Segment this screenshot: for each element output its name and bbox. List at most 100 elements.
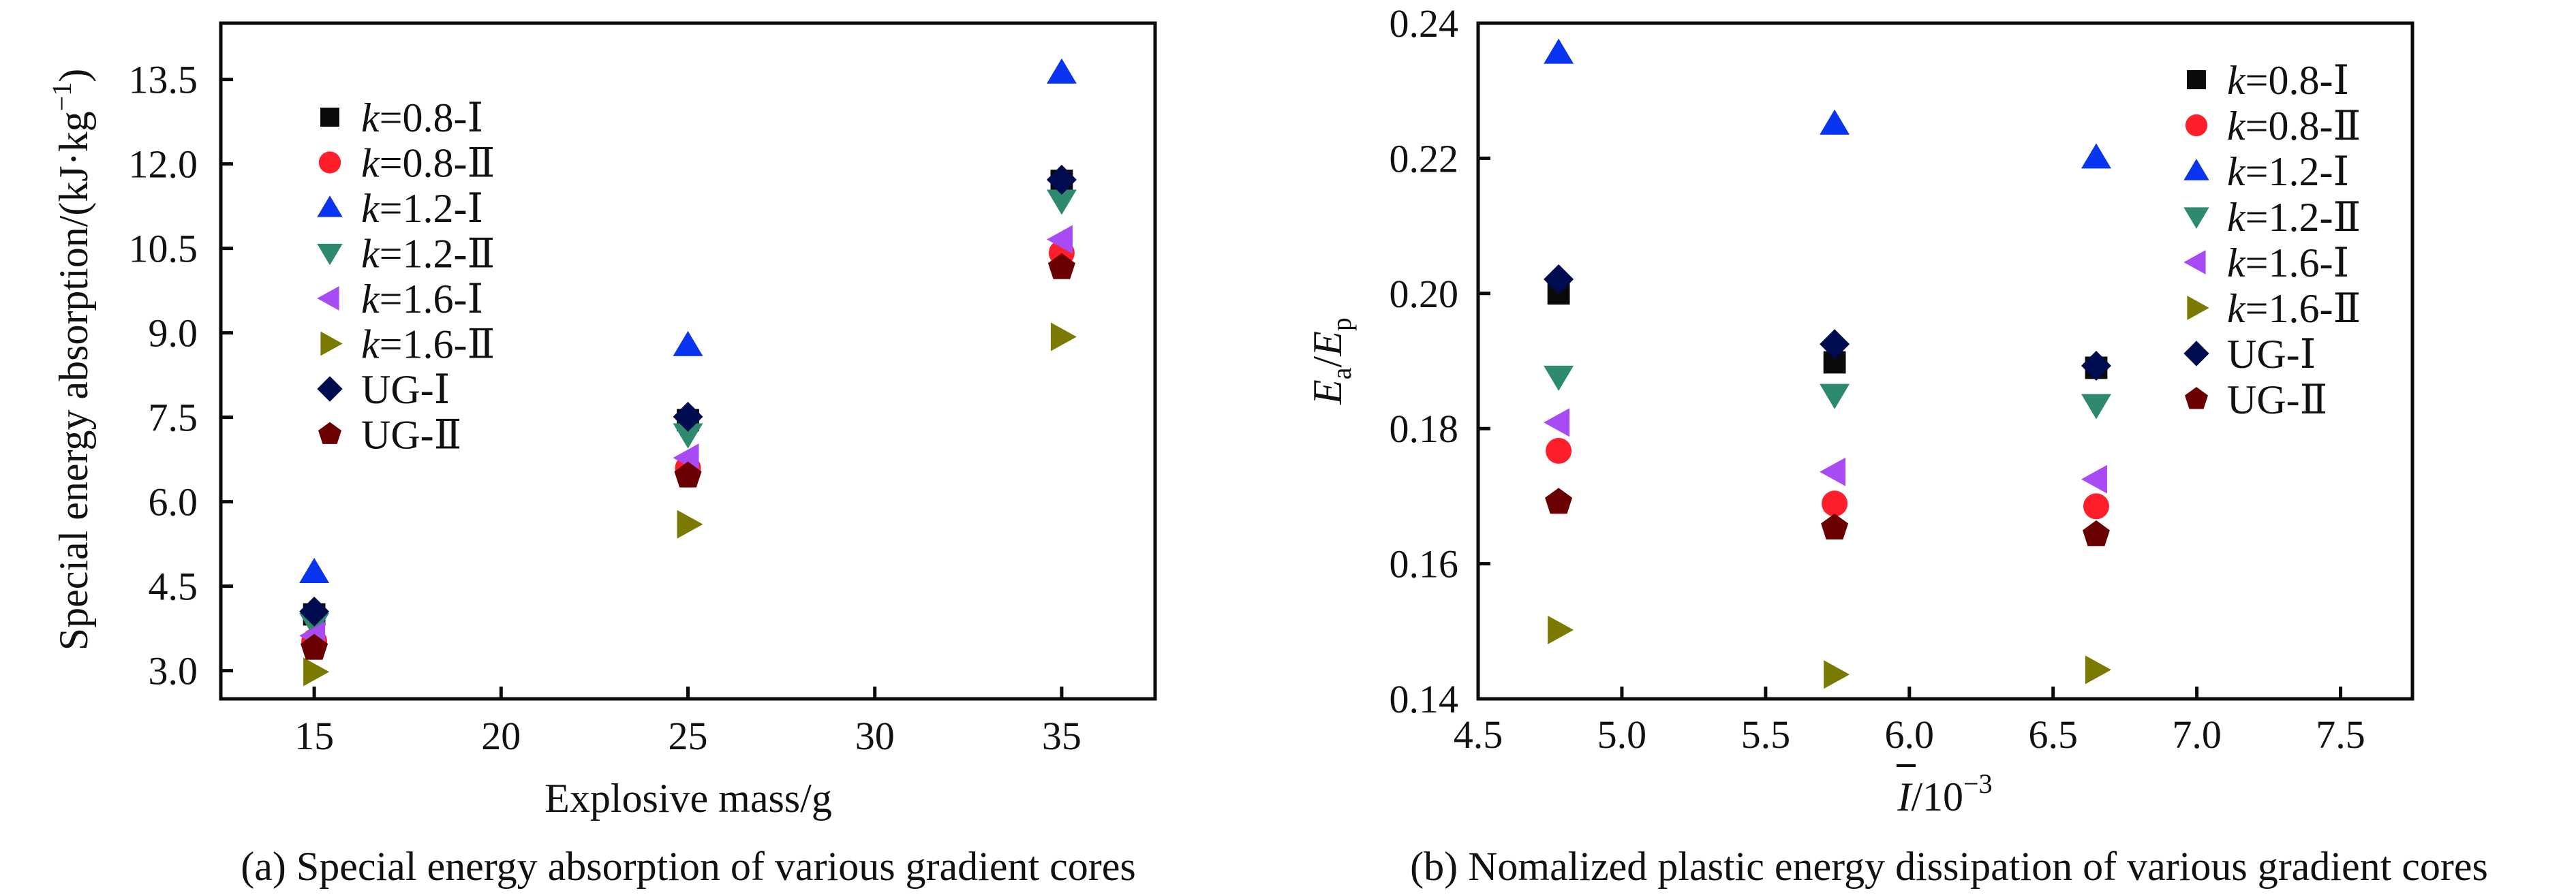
a-legend-item: UG-Ⅰ — [317, 367, 450, 412]
a-point-diamond — [1046, 164, 1077, 195]
b-ytick-label: 0.20 — [1390, 272, 1459, 316]
b-xtick-label: 4.5 — [1454, 712, 1503, 757]
b-legend-label: UG-Ⅰ — [2227, 332, 2316, 377]
b-axis-ticks: 0.14 0.16 0.18 0.20 0.22 0.24 4.5 5.0 5.5 6.0 6.5 7… — [1390, 1, 2365, 757]
legend-k-symbol: k — [2227, 149, 2246, 194]
a-legend: k=0.8-Ⅰk=0.8-Ⅱk=1.2-Ⅰk=1.2-Ⅱk=1.6-Ⅰk=1.6… — [317, 95, 495, 458]
a-point-triangle-up — [673, 330, 703, 356]
a-point-triangle-right — [1050, 322, 1077, 351]
legend-series-name: UG-Ⅱ — [361, 413, 461, 458]
legend-k-symbol: k — [361, 277, 380, 321]
a-legend-label: k=0.8-Ⅰ — [361, 95, 483, 140]
b-legend-label: k=1.6-Ⅱ — [2227, 286, 2361, 331]
b-xlabel-I: I — [1897, 774, 1913, 819]
a-legend-label: k=0.8-Ⅱ — [361, 141, 495, 186]
b-point-triangle-left — [1820, 457, 1846, 486]
legend-k-symbol: k — [361, 322, 380, 367]
a-ytick-label: 12.0 — [129, 142, 198, 187]
b-ytick-label: 0.24 — [1390, 1, 1459, 46]
svg-text:I/10−3: I/10−3 — [1897, 768, 1992, 819]
b-legend-marker-triangle-down — [2183, 207, 2209, 229]
b-point-diamond — [1820, 329, 1850, 360]
legend-series-name: =1.2-Ⅰ — [380, 186, 484, 231]
b-point-triangle-up — [2081, 143, 2111, 169]
legend-k-symbol: k — [2227, 104, 2246, 148]
a-point-triangle-right — [303, 657, 330, 687]
a-legend-label: k=1.6-Ⅰ — [361, 277, 483, 321]
legend-series-name: UG-Ⅰ — [361, 367, 450, 412]
a-xtick-label: 25 — [669, 714, 708, 758]
b-legend-label: k=1.6-Ⅰ — [2227, 240, 2349, 285]
b-point-triangle-left — [1544, 408, 1570, 437]
a-ytick-label: 9.0 — [149, 311, 198, 356]
a-y-axis-label: Special energy absorption/(kJ·kg−1) — [46, 69, 96, 651]
b-ytick-label: 0.14 — [1390, 677, 1459, 721]
b-legend-marker-triangle-left — [2183, 250, 2206, 274]
b-legend-item: k=1.6-Ⅱ — [2187, 286, 2361, 331]
a-ytick-label: 6.0 — [149, 480, 198, 524]
b-legend-marker-square — [2187, 70, 2206, 89]
a-ylabel-main: Special energy absorption/(kJ·kg — [51, 111, 96, 650]
b-legend-label: k=1.2-Ⅱ — [2227, 195, 2361, 240]
a-point-pentagon — [674, 461, 702, 488]
a-ytick-label: 4.5 — [149, 565, 198, 609]
b-point-triangle-up — [1544, 38, 1574, 64]
legend-k-symbol: k — [2227, 58, 2246, 103]
b-legend: k=0.8-Ⅰk=0.8-Ⅱk=1.2-Ⅰk=1.2-Ⅱk=1.6-Ⅰk=1.6… — [2183, 58, 2361, 422]
a-point-triangle-up — [1046, 58, 1077, 84]
b-xtick-label: 5.0 — [1597, 712, 1647, 757]
legend-k-symbol: k — [361, 186, 380, 231]
b-point-square — [1823, 351, 1846, 374]
a-legend-marker-square — [320, 108, 339, 127]
legend-series-name: =1.6-Ⅱ — [380, 322, 495, 367]
b-point-circle — [1822, 490, 1848, 517]
b-legend-item: k=0.8-Ⅰ — [2187, 58, 2349, 103]
legend-series-name: =1.6-Ⅱ — [2245, 286, 2361, 331]
b-xtick-label: 6.5 — [2028, 712, 2078, 757]
a-ytick-label: 13.5 — [129, 58, 198, 102]
b-point-circle — [1546, 437, 1572, 464]
b-legend-item: k=1.6-Ⅰ — [2183, 240, 2349, 285]
b-point-triangle-down — [1544, 365, 1574, 391]
b-legend-item: k=1.2-Ⅰ — [2183, 149, 2349, 194]
a-legend-marker-circle — [318, 151, 341, 174]
a-ylabel-close: ) — [51, 69, 96, 82]
a-xtick-label: 30 — [855, 714, 895, 758]
a-ytick-label: 3.0 — [149, 649, 198, 693]
b-xtick-label: 5.5 — [1741, 712, 1791, 757]
a-legend-marker-triangle-up — [317, 195, 343, 217]
a-legend-item: k=0.8-Ⅱ — [318, 141, 495, 186]
b-xtick-label: 7.0 — [2172, 712, 2222, 757]
b-xlabel-superscript: −3 — [1963, 768, 1993, 799]
legend-series-name: =0.8-Ⅱ — [380, 141, 495, 186]
b-point-pentagon — [2083, 520, 2110, 546]
a-ytick-label: 7.5 — [149, 396, 198, 440]
b-caption: (b) Nomalized plastic energy dissipation… — [1410, 844, 2488, 889]
b-legend-marker-pentagon — [2185, 387, 2208, 409]
a-point-diamond — [299, 596, 330, 627]
b-legend-marker-circle — [2185, 114, 2208, 137]
a-legend-marker-triangle-down — [317, 243, 343, 266]
b-point-triangle-right — [1548, 615, 1574, 644]
legend-k-symbol: k — [361, 232, 380, 277]
a-legend-marker-diamond — [317, 376, 343, 402]
a-point-triangle-down — [1046, 189, 1077, 215]
legend-series-name: =1.2-Ⅱ — [2245, 195, 2361, 240]
b-data-points — [1544, 38, 2111, 689]
a-legend-item: k=0.8-Ⅰ — [320, 95, 483, 140]
a-caption: (a) Special energy absorption of various… — [241, 844, 1135, 889]
b-point-triangle-right — [2085, 655, 2111, 685]
b-legend-item: UG-Ⅱ — [2185, 377, 2327, 422]
legend-series-name: =1.6-Ⅰ — [2245, 240, 2350, 285]
b-ylabel-slash: / — [1305, 356, 1350, 367]
b-legend-marker-triangle-right — [2187, 296, 2209, 320]
legend-series-name: UG-Ⅰ — [2227, 332, 2316, 377]
b-legend-label: UG-Ⅱ — [2227, 377, 2327, 422]
a-ylabel-superscript: −1 — [46, 82, 77, 112]
legend-k-symbol: k — [361, 141, 380, 186]
b-point-triangle-right — [1824, 660, 1850, 689]
a-point-diamond — [673, 401, 703, 432]
b-ylabel-E-p: E — [1305, 331, 1350, 357]
b-y-axis-label: Ea/Ep — [1305, 317, 1357, 405]
legend-k-symbol: k — [2227, 195, 2246, 240]
